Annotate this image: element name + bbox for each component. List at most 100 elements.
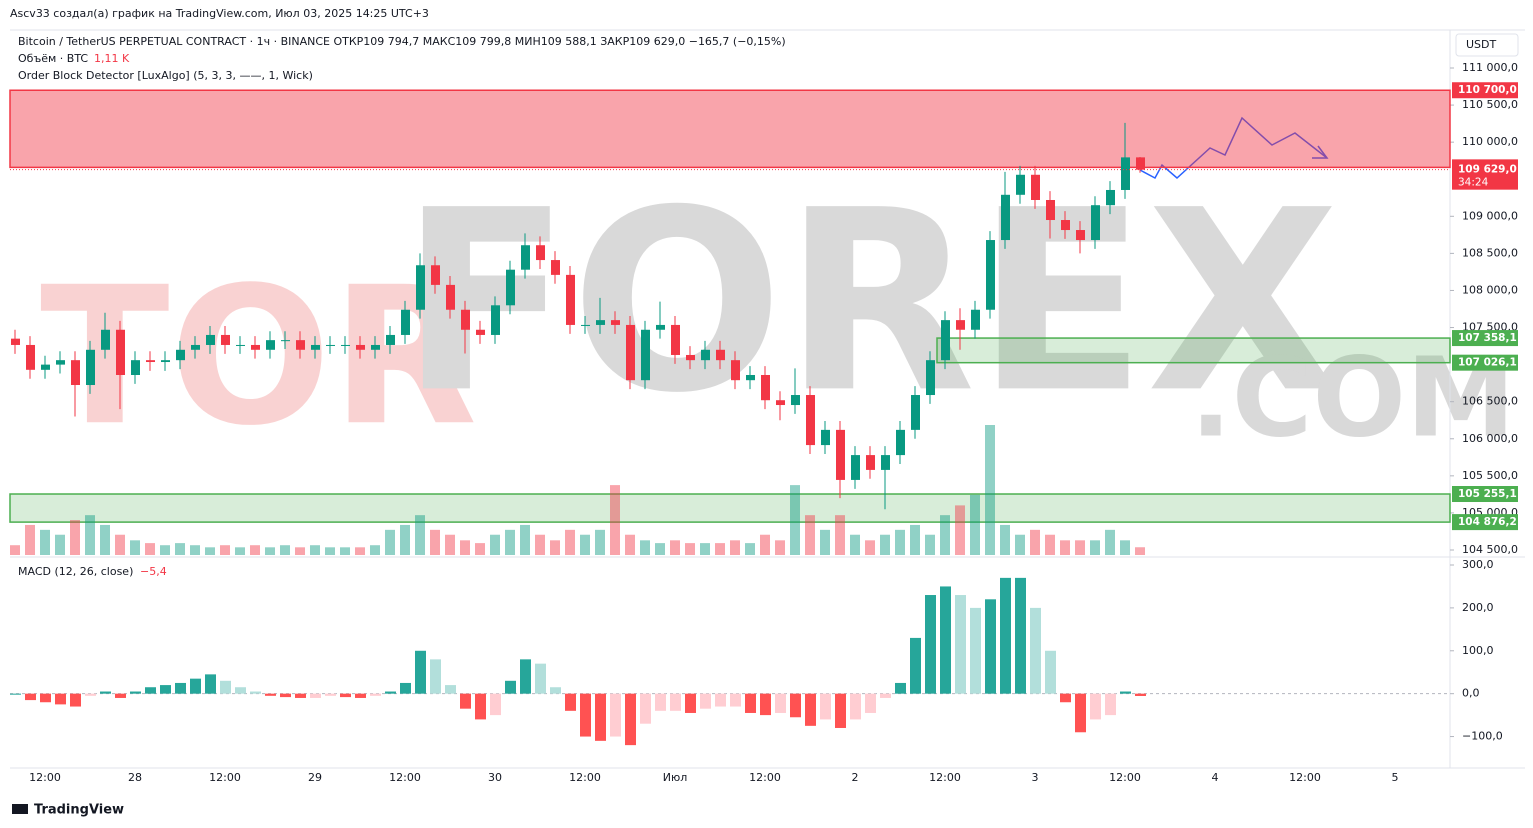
candle-body bbox=[1121, 157, 1130, 190]
candle-body bbox=[251, 344, 260, 350]
candle-body bbox=[836, 429, 845, 480]
price-label: 109 629,0 bbox=[1458, 164, 1517, 176]
candle-body bbox=[191, 344, 200, 350]
volume-legend: Объём · BTC bbox=[18, 52, 88, 65]
macd-bar bbox=[340, 693, 351, 698]
macd-bar bbox=[115, 693, 126, 698]
candle-body bbox=[101, 329, 110, 350]
volume-bar bbox=[385, 529, 395, 555]
x-tick-label: 12:00 bbox=[1109, 771, 1141, 784]
volume-bar bbox=[640, 540, 650, 555]
macd-bar bbox=[415, 650, 426, 694]
brand-logo bbox=[12, 804, 28, 814]
candle-body bbox=[506, 269, 515, 306]
zone-label: 110 700,0 bbox=[1458, 84, 1517, 96]
volume-bar bbox=[250, 545, 260, 555]
candle-body bbox=[131, 360, 140, 375]
macd-bar bbox=[520, 659, 531, 694]
candle-body bbox=[731, 360, 740, 381]
volume-bar bbox=[220, 545, 230, 555]
candle-body bbox=[776, 400, 785, 406]
volume-bar bbox=[130, 540, 140, 555]
arrow-head bbox=[1312, 145, 1329, 159]
candle-body bbox=[746, 374, 755, 381]
zone-label: 105 255,1 bbox=[1458, 488, 1517, 500]
currency[interactable]: USDT bbox=[1466, 38, 1497, 51]
volume-bar bbox=[880, 534, 890, 555]
candle-body bbox=[986, 240, 995, 310]
watermark-text: .COM bbox=[1190, 333, 1516, 461]
macd-bar bbox=[25, 693, 36, 701]
candle-body bbox=[11, 338, 20, 345]
macd-bar bbox=[190, 678, 201, 694]
volume-bar bbox=[205, 547, 215, 555]
candle-body bbox=[56, 360, 65, 365]
candle-body bbox=[596, 320, 605, 325]
x-tick-label: 30 bbox=[488, 771, 502, 784]
price-label-box bbox=[1452, 161, 1518, 190]
macd-bar bbox=[460, 693, 471, 709]
macd-bar bbox=[745, 693, 756, 713]
volume-bar bbox=[370, 545, 380, 555]
currency-box[interactable] bbox=[1455, 33, 1519, 57]
volume-bar bbox=[805, 515, 815, 555]
volume-bar bbox=[310, 545, 320, 555]
macd-bar bbox=[505, 680, 516, 694]
volume-bar bbox=[955, 505, 965, 555]
macd-tick-label: 300,0 bbox=[1462, 558, 1494, 571]
macd-bar bbox=[205, 674, 216, 694]
watermark: TOR FOREX .COM bbox=[40, 156, 1516, 467]
y-tick-label: 108 000,0 bbox=[1462, 283, 1518, 296]
volume-bar bbox=[400, 524, 410, 555]
x-tick-label: 2 bbox=[852, 771, 859, 784]
volume-bar bbox=[505, 529, 515, 555]
volume-bar bbox=[625, 534, 635, 555]
candle-body bbox=[281, 340, 290, 342]
order-block bbox=[9, 493, 1451, 523]
candle-body bbox=[866, 455, 875, 470]
candle-body bbox=[341, 344, 350, 346]
x-tick-label: 12:00 bbox=[209, 771, 241, 784]
macd-bar bbox=[145, 687, 156, 694]
macd-bar bbox=[670, 693, 681, 711]
symbol-line: Bitcoin / TetherUS PERPETUAL CONTRACT · … bbox=[18, 35, 786, 48]
volume-bar bbox=[460, 540, 470, 555]
candle-body bbox=[1046, 199, 1055, 221]
macd-bar bbox=[535, 663, 546, 694]
macd-bar bbox=[910, 637, 921, 694]
macd-legend: MACD (12, 26, close) bbox=[18, 565, 133, 578]
brand: TradingView bbox=[34, 803, 124, 818]
macd-bar bbox=[325, 693, 336, 696]
x-tick-label: 4 bbox=[1212, 771, 1219, 784]
candle-body bbox=[71, 360, 80, 386]
x-tick-label: 12:00 bbox=[389, 771, 421, 784]
volume-bar bbox=[775, 540, 785, 555]
candle-body bbox=[41, 364, 50, 370]
volume-bar bbox=[850, 534, 860, 555]
volume-bar bbox=[910, 524, 920, 555]
volume-bar bbox=[565, 529, 575, 555]
volume-bar bbox=[580, 534, 590, 555]
macd-bar bbox=[805, 693, 816, 726]
volume-bar bbox=[520, 524, 530, 555]
macd-bar bbox=[310, 693, 321, 698]
volume-bar bbox=[1045, 534, 1055, 555]
order-block bbox=[9, 89, 1451, 169]
candle-body bbox=[1061, 220, 1070, 231]
macd-bar bbox=[655, 693, 666, 711]
y-tick-label: 109 000,0 bbox=[1462, 209, 1518, 222]
candle-body bbox=[311, 344, 320, 350]
candle-body bbox=[1076, 230, 1085, 241]
volume-bar bbox=[985, 425, 995, 555]
macd-bar bbox=[1030, 607, 1041, 694]
volume-bar bbox=[190, 545, 200, 555]
volume-bar bbox=[760, 534, 770, 555]
volume-bar bbox=[1030, 529, 1040, 555]
volume-bar bbox=[415, 515, 425, 555]
macd-bar bbox=[1060, 693, 1071, 703]
candle-body bbox=[1091, 205, 1100, 241]
macd-bar bbox=[835, 693, 846, 728]
candle-body bbox=[356, 344, 365, 350]
macd-bar bbox=[475, 693, 486, 720]
